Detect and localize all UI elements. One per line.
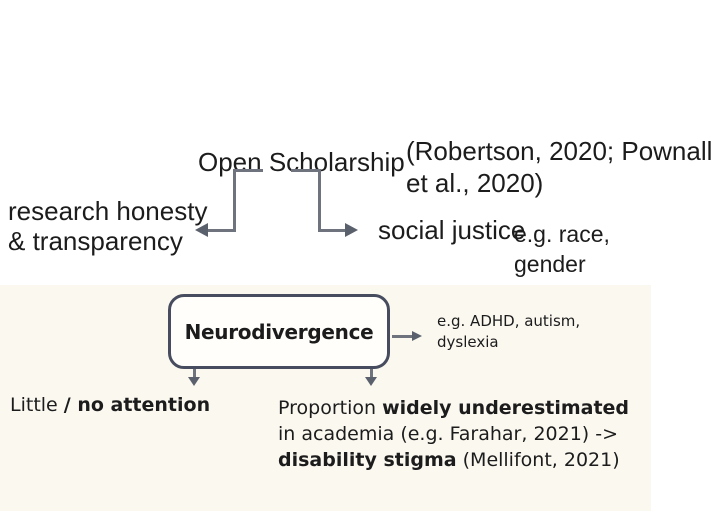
left-arrowhead-icon <box>195 223 208 237</box>
left-down-arrow-line <box>193 369 196 378</box>
line1-bold-text: widely underestimated <box>382 397 630 419</box>
little-no-attention-note: Little / no attention <box>10 394 210 416</box>
left-down-arrowhead-icon <box>188 377 200 386</box>
box-right-arrow-line <box>392 335 413 338</box>
box-right-arrowhead-icon <box>412 331 422 341</box>
right-down-arrowhead-icon <box>365 377 377 386</box>
no-attention-bold-text: / no attention <box>63 394 211 416</box>
line1-regular-text: Proportion <box>278 397 383 419</box>
little-regular-text: Little <box>10 394 64 416</box>
left-connector-vertical-line <box>233 169 236 232</box>
underestimated-note: Proportion widely underestimated in acad… <box>278 395 629 473</box>
line3-regular-text: (Mellifont, 2021) <box>456 449 620 471</box>
right-connector-bottom-line <box>320 229 346 232</box>
line2-regular-text: in academia (e.g. Farahar, 2021) -> <box>278 423 619 445</box>
right-connector-top-line <box>291 169 321 172</box>
underestimated-line3: disability stigma (Mellifont, 2021) <box>278 447 629 473</box>
line3-bold-text: disability stigma <box>278 449 457 471</box>
social-justice-label: social justice <box>378 215 526 245</box>
adhd-autism-dyslexia-example: e.g. ADHD, autism, dyslexia <box>437 312 581 351</box>
right-down-arrow-line <box>370 369 373 378</box>
neurodivergence-box-label: Neurodivergence <box>184 319 374 344</box>
left-connector-bottom-line <box>207 229 235 232</box>
race-gender-example: e.g. race, gender <box>514 221 610 277</box>
open-scholarship-title: Open Scholarship <box>198 147 405 177</box>
right-connector-vertical-line <box>318 169 321 232</box>
right-arrowhead-icon <box>345 223 358 237</box>
left-connector-top-line <box>233 169 263 172</box>
neurodivergence-box: Neurodivergence <box>168 294 390 369</box>
underestimated-line2: in academia (e.g. Farahar, 2021) -> <box>278 421 629 447</box>
research-honesty-label: research honesty & transparency <box>8 196 208 256</box>
underestimated-line1: Proportion widely underestimated <box>278 395 629 421</box>
citation-robertson-pownall: (Robertson, 2020; Pownall et al., 2020) <box>406 136 713 198</box>
